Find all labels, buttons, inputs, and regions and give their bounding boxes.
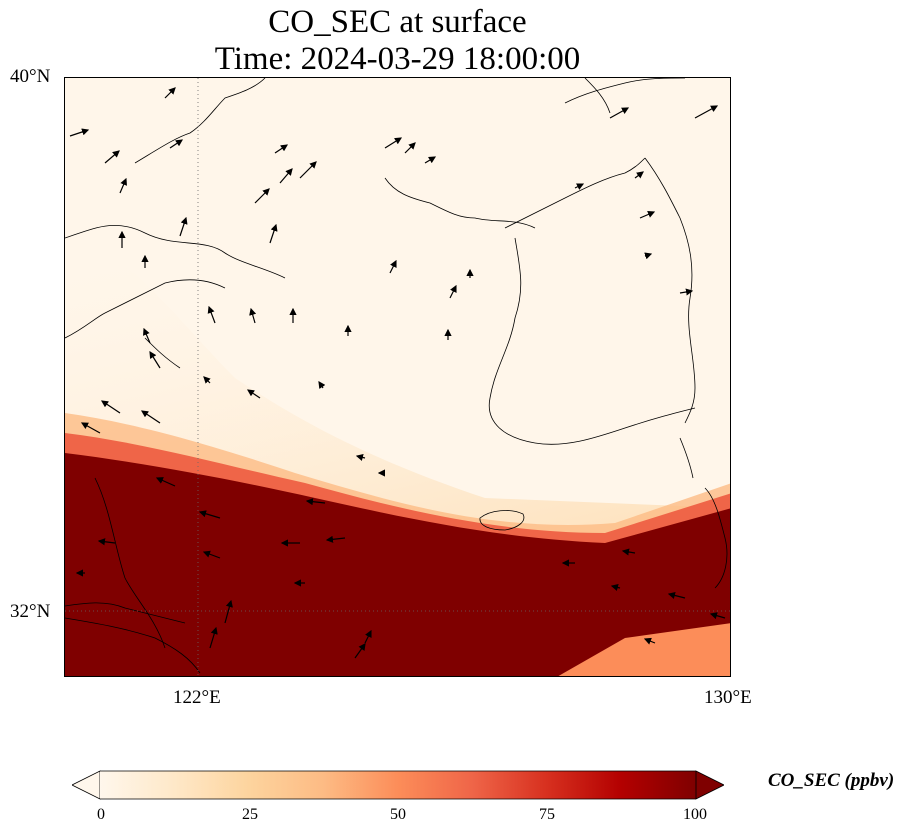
wind-arrow [80, 422, 101, 434]
wind-arrow [179, 216, 188, 237]
colorbar-tick-75: 75 [539, 806, 555, 823]
wind-arrow [101, 400, 121, 414]
wind-arrow [621, 548, 636, 556]
map-panel[interactable] [64, 77, 731, 677]
wind-arrow [198, 510, 221, 519]
colorbar [72, 770, 724, 800]
wind-arrow [202, 550, 221, 559]
map-title: CO_SEC at surface [268, 4, 527, 40]
lon-label-122: 122°E [173, 687, 221, 708]
wind-arrow [149, 350, 161, 369]
wind-arrow [355, 453, 366, 461]
wind-arrow [69, 128, 90, 137]
wind-arrow [318, 381, 326, 389]
wind-arrow [97, 538, 116, 546]
wind-arrow [305, 498, 326, 506]
wind-arrow [247, 389, 261, 399]
wind-arrow [609, 107, 630, 119]
wind-arrow [299, 161, 317, 179]
wind-arrow [364, 629, 372, 644]
colorbar-tick-0: 0 [97, 806, 105, 823]
colorbar-label: CO_SEC (ppbv) [768, 770, 895, 791]
wind-arrow [254, 188, 270, 204]
wind-arrow [709, 612, 726, 620]
wind-arrow [404, 142, 416, 154]
wind-arrow [119, 177, 127, 194]
wind-arrow [209, 626, 218, 649]
lat-label-32: 32°N [10, 601, 51, 622]
wind-arrow [203, 376, 211, 384]
wind-arrow [274, 144, 288, 154]
field-high-concentration [65, 453, 730, 676]
wind-arrow [155, 477, 176, 487]
wind-arrow [574, 183, 585, 190]
wind-vectors [69, 87, 726, 659]
map-subtitle-time: Time: 2024-03-29 18:00:00 [214, 41, 581, 77]
wind-arrow [249, 307, 257, 324]
wind-arrow [207, 305, 216, 324]
wind-arrow [384, 137, 403, 149]
colorbar-tick-25: 25 [242, 806, 258, 823]
wind-arrow [679, 288, 694, 296]
wind-arrow [104, 150, 120, 164]
wind-arrow [389, 259, 397, 274]
wind-arrow [224, 599, 233, 624]
colorbar-gradient [100, 771, 696, 799]
wind-arrow [639, 211, 656, 219]
field-corner-low [558, 623, 730, 676]
colorbar-tick-100: 100 [683, 806, 707, 823]
wind-arrow [279, 168, 293, 184]
wind-arrow [164, 87, 176, 99]
wind-arrow [667, 591, 686, 599]
map-canvas [65, 78, 730, 676]
colorbar-extend-min [72, 770, 101, 800]
wind-arrow [269, 223, 278, 244]
wind-arrow [424, 156, 437, 164]
wind-arrow [610, 583, 621, 591]
colorbar-extend-max [695, 770, 724, 800]
wind-arrow [644, 252, 653, 260]
wind-arrow [325, 535, 346, 543]
lon-label-130: 130°E [704, 687, 752, 708]
colorbar-tick-50: 50 [390, 806, 406, 823]
wind-arrow [143, 327, 151, 344]
wind-arrow [449, 284, 457, 299]
wind-arrow [141, 410, 161, 424]
lat-label-40: 40°N [10, 66, 51, 87]
wind-arrow [634, 171, 644, 179]
wind-arrow [694, 105, 719, 119]
wind-arrow [169, 139, 183, 149]
coastlines [65, 78, 728, 674]
wind-arrow [643, 637, 656, 645]
wind-arrow [354, 643, 366, 659]
